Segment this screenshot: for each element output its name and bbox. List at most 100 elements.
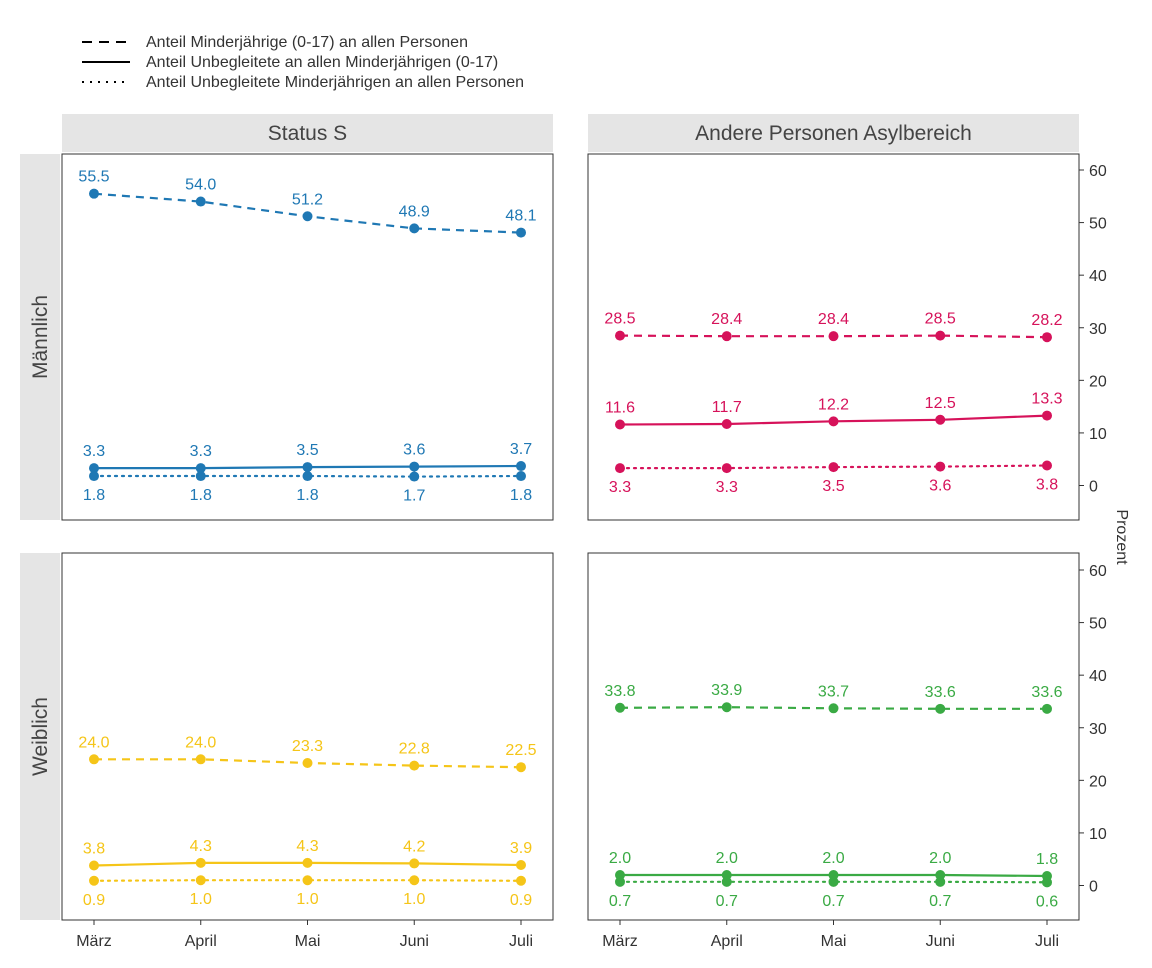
point-weiblich-status-s-dashed-0 bbox=[89, 754, 99, 765]
point-weiblich-andere-personen-asylbereich-dashed-3 bbox=[935, 703, 946, 714]
data-label-männlich-status-s-dashed-4: 48.1 bbox=[505, 208, 536, 225]
x-tick-label-1-0: März bbox=[602, 933, 638, 950]
point-männlich-andere-personen-asylbereich-dotted-3 bbox=[935, 461, 946, 472]
point-weiblich-andere-personen-asylbereich-dotted-4 bbox=[1042, 877, 1052, 888]
point-weiblich-status-s-solid-0 bbox=[89, 860, 99, 871]
panel-border-0-1 bbox=[587, 153, 1080, 521]
point-männlich-status-s-dotted-4 bbox=[516, 471, 526, 482]
point-weiblich-status-s-dotted-1 bbox=[195, 875, 206, 886]
data-label-weiblich-andere-personen-asylbereich-solid-2: 2.0 bbox=[822, 850, 844, 867]
point-weiblich-andere-personen-asylbereich-dotted-3 bbox=[935, 876, 946, 887]
row-strip-label-1: Weiblich bbox=[29, 697, 52, 776]
data-label-männlich-andere-personen-asylbereich-solid-3: 12.5 bbox=[925, 395, 956, 412]
point-männlich-andere-personen-asylbereich-solid-3 bbox=[935, 414, 946, 425]
data-label-männlich-andere-personen-asylbereich-dotted-2: 3.5 bbox=[822, 478, 844, 495]
data-label-weiblich-status-s-solid-4: 3.9 bbox=[510, 840, 532, 857]
y-tick-label-1-2: 20 bbox=[1089, 773, 1107, 790]
point-weiblich-status-s-solid-2 bbox=[302, 857, 313, 868]
point-männlich-status-s-dashed-4 bbox=[516, 227, 526, 238]
data-label-weiblich-andere-personen-asylbereich-dashed-4: 33.6 bbox=[1031, 684, 1062, 701]
x-tick-label-1-1: April bbox=[711, 933, 743, 950]
point-weiblich-andere-personen-asylbereich-solid-2 bbox=[828, 869, 839, 880]
point-männlich-andere-personen-asylbereich-dotted-2 bbox=[828, 462, 839, 473]
point-männlich-status-s-dotted-1 bbox=[195, 471, 206, 482]
point-weiblich-status-s-dotted-4 bbox=[516, 875, 526, 886]
data-label-weiblich-status-s-dashed-2: 23.3 bbox=[292, 738, 323, 755]
point-weiblich-status-s-dashed-1 bbox=[195, 754, 206, 765]
point-männlich-status-s-dotted-0 bbox=[89, 471, 99, 482]
data-label-weiblich-andere-personen-asylbereich-dotted-0: 0.7 bbox=[609, 893, 631, 910]
data-label-weiblich-andere-personen-asylbereich-dotted-2: 0.7 bbox=[822, 893, 844, 910]
point-männlich-status-s-dashed-0 bbox=[89, 188, 99, 199]
data-label-männlich-status-s-dotted-2: 1.8 bbox=[296, 487, 318, 504]
data-label-weiblich-status-s-solid-3: 4.2 bbox=[403, 838, 425, 855]
data-label-männlich-status-s-dotted-4: 1.8 bbox=[510, 487, 532, 504]
y-tick-label-1-1: 10 bbox=[1089, 826, 1107, 843]
point-männlich-andere-personen-asylbereich-dashed-3 bbox=[935, 330, 946, 341]
point-weiblich-status-s-solid-4 bbox=[516, 859, 526, 870]
point-männlich-status-s-solid-2 bbox=[302, 462, 313, 473]
data-label-männlich-andere-personen-asylbereich-dashed-1: 28.4 bbox=[711, 311, 742, 328]
y-tick-label-1-3: 30 bbox=[1089, 721, 1107, 738]
data-label-weiblich-status-s-dotted-3: 1.0 bbox=[403, 891, 425, 908]
y-tick-label-0-6: 60 bbox=[1089, 163, 1107, 180]
y-tick-label-0-3: 30 bbox=[1089, 321, 1107, 338]
point-weiblich-status-s-dotted-2 bbox=[302, 875, 313, 886]
point-männlich-andere-personen-asylbereich-solid-1 bbox=[721, 418, 732, 429]
x-tick-label-0-2: Mai bbox=[295, 933, 321, 950]
data-label-männlich-andere-personen-asylbereich-solid-4: 13.3 bbox=[1031, 391, 1062, 408]
data-label-weiblich-status-s-solid-2: 4.3 bbox=[296, 838, 318, 855]
y-axis-title: Prozent bbox=[1113, 509, 1130, 565]
data-label-weiblich-andere-personen-asylbereich-dashed-1: 33.9 bbox=[711, 682, 742, 699]
y-tick-label-0-0: 0 bbox=[1089, 479, 1098, 496]
row-strip-0 bbox=[20, 154, 60, 520]
legend-label-dotted: Anteil Unbegleitete Minderjährigen an al… bbox=[146, 74, 524, 91]
point-weiblich-andere-personen-asylbereich-solid-3 bbox=[935, 869, 946, 880]
x-tick-label-1-2: Mai bbox=[821, 933, 847, 950]
data-label-weiblich-andere-personen-asylbereich-solid-4: 1.8 bbox=[1036, 851, 1058, 868]
point-weiblich-andere-personen-asylbereich-dotted-0 bbox=[615, 876, 625, 887]
point-männlich-status-s-solid-1 bbox=[195, 463, 206, 474]
point-männlich-andere-personen-asylbereich-dotted-0 bbox=[615, 463, 625, 474]
series-line-weiblich-status-s-dotted bbox=[92, 879, 523, 882]
data-label-männlich-status-s-dashed-3: 48.9 bbox=[399, 203, 430, 220]
data-label-männlich-status-s-solid-4: 3.7 bbox=[510, 441, 532, 458]
data-label-weiblich-andere-personen-asylbereich-dashed-3: 33.6 bbox=[925, 684, 956, 701]
data-label-männlich-andere-personen-asylbereich-dashed-4: 28.2 bbox=[1031, 312, 1062, 329]
data-label-weiblich-status-s-dotted-1: 1.0 bbox=[190, 891, 212, 908]
legend-label-solid: Anteil Unbegleitete an allen Minderjähri… bbox=[146, 54, 498, 71]
data-label-männlich-status-s-dotted-3: 1.7 bbox=[403, 488, 425, 505]
point-weiblich-andere-personen-asylbereich-solid-1 bbox=[721, 869, 732, 880]
data-label-weiblich-andere-personen-asylbereich-solid-1: 2.0 bbox=[716, 850, 738, 867]
data-label-weiblich-status-s-solid-1: 4.3 bbox=[190, 838, 212, 855]
data-label-männlich-andere-personen-asylbereich-solid-2: 12.2 bbox=[818, 396, 849, 413]
point-männlich-status-s-solid-3 bbox=[409, 461, 420, 472]
data-label-weiblich-andere-personen-asylbereich-dashed-0: 33.8 bbox=[604, 683, 635, 700]
point-weiblich-andere-personen-asylbereich-dotted-1 bbox=[721, 876, 732, 887]
data-label-weiblich-status-s-solid-0: 3.8 bbox=[83, 841, 105, 858]
data-label-männlich-status-s-dotted-1: 1.8 bbox=[190, 487, 212, 504]
data-label-weiblich-status-s-dotted-2: 1.0 bbox=[296, 891, 318, 908]
data-label-weiblich-status-s-dotted-4: 0.9 bbox=[510, 892, 532, 909]
x-tick-label-1-4: Juli bbox=[1035, 933, 1059, 950]
data-label-weiblich-status-s-dotted-0: 0.9 bbox=[83, 892, 105, 909]
point-weiblich-status-s-solid-3 bbox=[409, 858, 420, 869]
point-weiblich-andere-personen-asylbereich-dotted-2 bbox=[828, 876, 839, 887]
y-tick-label-1-6: 60 bbox=[1089, 563, 1107, 580]
data-label-weiblich-andere-personen-asylbereich-dotted-3: 0.7 bbox=[929, 893, 951, 910]
point-männlich-status-s-dashed-1 bbox=[195, 196, 206, 207]
point-männlich-status-s-dotted-3 bbox=[409, 471, 420, 482]
x-tick-label-0-1: April bbox=[185, 933, 217, 950]
y-tick-label-1-5: 50 bbox=[1089, 616, 1107, 633]
data-label-männlich-andere-personen-asylbereich-dashed-2: 28.4 bbox=[818, 311, 849, 328]
data-label-weiblich-status-s-dashed-3: 22.8 bbox=[399, 741, 430, 758]
panel-border-0-0 bbox=[61, 153, 554, 521]
y-tick-label-0-5: 50 bbox=[1089, 216, 1107, 233]
x-tick-label-1-3: Juni bbox=[926, 933, 955, 950]
point-männlich-andere-personen-asylbereich-solid-4 bbox=[1042, 410, 1052, 421]
data-label-weiblich-andere-personen-asylbereich-solid-0: 2.0 bbox=[609, 850, 631, 867]
data-label-männlich-status-s-dashed-2: 51.2 bbox=[292, 191, 323, 208]
data-label-männlich-status-s-solid-0: 3.3 bbox=[83, 443, 105, 460]
data-label-männlich-andere-personen-asylbereich-dotted-4: 3.8 bbox=[1036, 477, 1058, 494]
